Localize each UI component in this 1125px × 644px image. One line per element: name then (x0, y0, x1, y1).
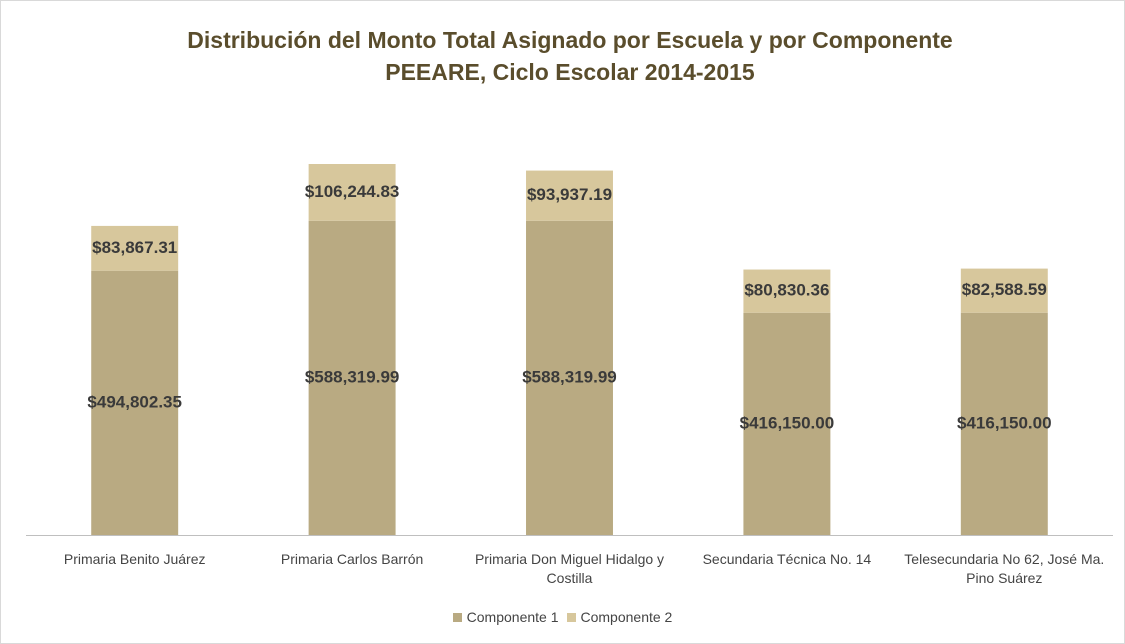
legend-label: Componente 1 (466, 609, 559, 625)
bar-segment (308, 220, 396, 535)
x-tick-label: Secundaria Técnica No. 14 (702, 551, 872, 567)
data-label: $82,588.59 (962, 280, 1047, 299)
legend-swatch (452, 613, 462, 622)
data-label: $494,802.35 (87, 392, 182, 411)
data-label: $80,830.36 (744, 281, 829, 300)
bar-segment (91, 270, 179, 535)
bar-segment (308, 164, 396, 221)
bar-segment (743, 269, 831, 313)
legend-swatch (566, 613, 576, 622)
data-label: $588,319.99 (522, 367, 617, 386)
bar-segment (526, 170, 613, 221)
x-tick-label: Primaria Don Miguel Hidalgo y Costilla (474, 551, 665, 586)
x-tick-label: Primaria Benito Juárez (63, 551, 206, 567)
x-tick-label: Telesecundaria No 62, José Ma. Pino Suár… (904, 551, 1105, 586)
data-label: $588,319.99 (305, 367, 400, 386)
data-label: $416,150.00 (957, 413, 1052, 432)
legend-label: Componente 2 (580, 609, 673, 625)
bar-segment (960, 312, 1048, 535)
legend-item: Componente 2 (566, 609, 673, 625)
chart-title: Distribución del Monto Total Asignado po… (187, 27, 952, 53)
bar-segment (960, 268, 1048, 313)
legend-item: Componente 1 (452, 609, 559, 625)
legend: Componente 1 Componente 2 (0, 609, 1125, 625)
bar-segment (91, 225, 179, 271)
x-tick-label: Primaria Carlos Barrón (280, 551, 424, 567)
data-label: $106,244.83 (305, 182, 400, 201)
data-label: $83,867.31 (92, 238, 177, 257)
data-label: $416,150.00 (740, 413, 835, 432)
bar-segment (743, 312, 831, 535)
data-label: $93,937.19 (527, 185, 612, 204)
chart-subtitle: PEEARE, Ciclo Escolar 2014-2015 (385, 59, 755, 85)
bar-segment (526, 220, 613, 535)
